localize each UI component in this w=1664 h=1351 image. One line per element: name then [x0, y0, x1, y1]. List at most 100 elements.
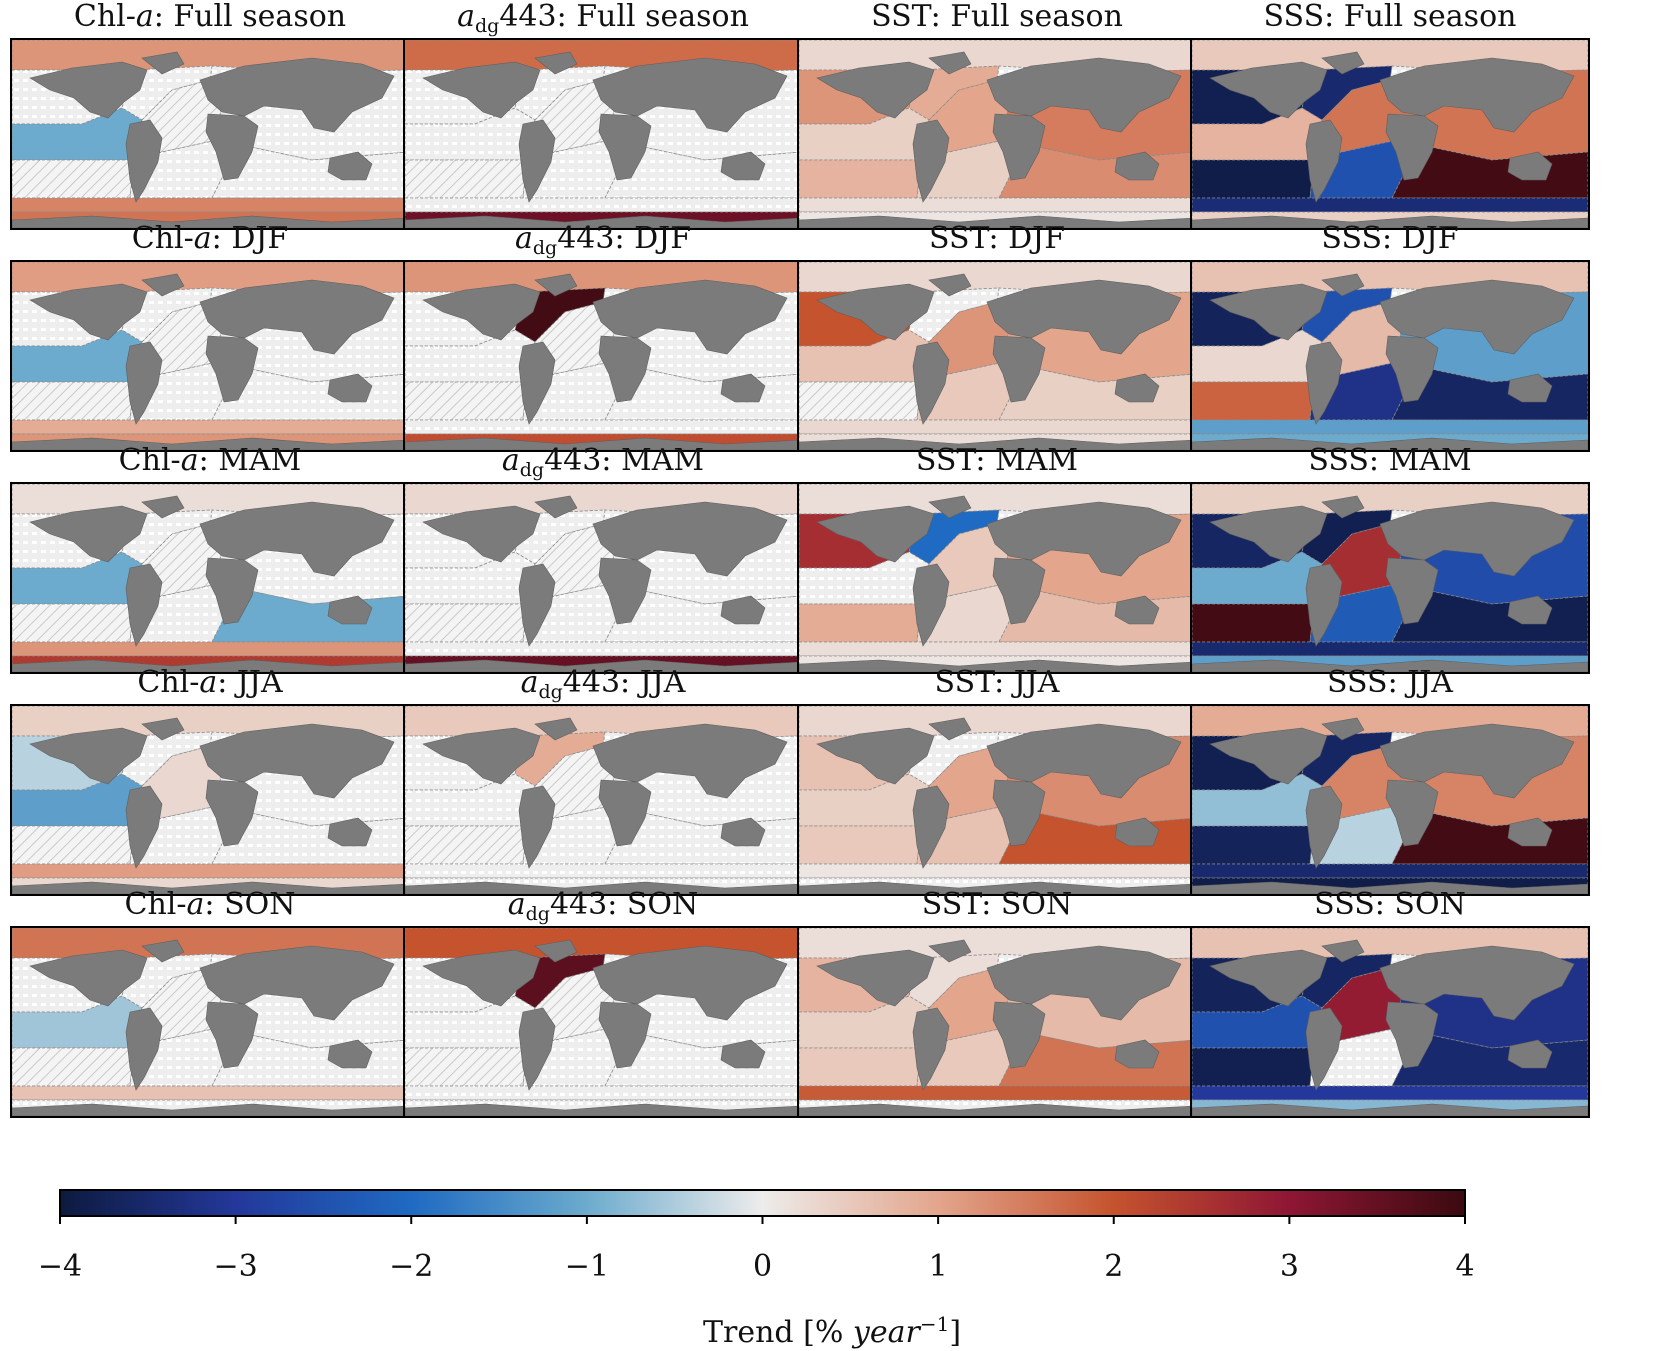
land-mass-0 — [1209, 727, 1328, 785]
land-mass-2 — [518, 119, 556, 203]
ocean-region-natl — [121, 65, 213, 121]
land-mass-4 — [992, 779, 1046, 847]
land-mass-3 — [592, 723, 788, 799]
title-season: : Full season — [1324, 0, 1517, 34]
ocean-region-south — [405, 419, 801, 435]
map-frame — [797, 482, 1197, 674]
land-mass-1 — [1321, 273, 1365, 297]
land-mass-2 — [1305, 119, 1343, 203]
land-mass-0 — [816, 505, 935, 563]
colorbar-tick-label: 1 — [928, 1249, 948, 1284]
land-mass-1 — [141, 273, 185, 297]
land-mass-3 — [592, 945, 788, 1021]
ocean-region-natl — [908, 953, 1000, 1009]
map-panel-chl-jja: Chl-a: JJA — [10, 666, 410, 896]
land-mass-0 — [422, 949, 541, 1007]
title-variable: SSS — [1327, 665, 1388, 700]
land-mass-2 — [125, 785, 163, 869]
panel-title: adg443: DJF — [403, 221, 803, 260]
map-frame — [10, 38, 410, 230]
land-mass-0 — [29, 61, 148, 119]
map-panel-sst-mam: SST: MAM — [797, 444, 1197, 674]
map-panel-adg-jja: adg443: JJA — [403, 666, 803, 896]
title-variable: SST — [915, 443, 976, 478]
map-panel-chl-son: Chl-a: SON — [10, 888, 410, 1118]
title-season: : DJF — [614, 221, 692, 256]
land-mass-0 — [816, 283, 935, 341]
ocean-region-south — [12, 641, 408, 657]
land-mass-0 — [1209, 949, 1328, 1007]
land-mass-6 — [405, 437, 801, 450]
title-season: : DJF — [211, 221, 289, 256]
land-mass-3 — [199, 501, 395, 577]
ocean-region-natl — [1301, 65, 1393, 121]
land-mass-6 — [405, 881, 801, 894]
ocean-region-natl — [514, 731, 606, 787]
land-mass-6 — [799, 215, 1195, 228]
title-variable-italic: a — [180, 443, 199, 478]
map-panel-sst-djf: SST: DJF — [797, 222, 1197, 452]
title-variable-suffix: 443 — [549, 887, 608, 922]
map-frame — [10, 926, 410, 1118]
land-mass-5 — [1114, 595, 1160, 625]
land-mass-4 — [205, 113, 259, 181]
land-mass-4 — [205, 779, 259, 847]
panel-title: Chl-a: Full season — [10, 0, 410, 34]
land-mass-0 — [816, 949, 935, 1007]
title-variable: SST — [921, 887, 982, 922]
ocean-region-south — [12, 197, 408, 213]
title-variable-suffix: 443 — [499, 0, 557, 34]
map-svg — [799, 40, 1195, 228]
land-mass-0 — [29, 505, 148, 563]
title-variable-suffix: 443 — [557, 221, 615, 256]
ocean-region-natl — [121, 953, 213, 1009]
map-frame — [403, 704, 803, 896]
map-svg — [12, 262, 408, 450]
land-mass-2 — [518, 1007, 556, 1091]
land-mass-5 — [1507, 373, 1553, 403]
land-mass-5 — [1114, 373, 1160, 403]
ocean-region-spac — [1192, 1047, 1315, 1087]
title-season: : MAM — [1368, 443, 1472, 478]
panel-title: SSS: SON — [1190, 888, 1590, 922]
map-svg — [405, 40, 801, 228]
ocean-region-spac — [12, 1047, 135, 1087]
panel-title: SSS: DJF — [1190, 222, 1590, 256]
title-variable: Chl- — [137, 665, 200, 700]
land-mass-6 — [1192, 881, 1588, 894]
title-variable: SST — [871, 0, 931, 34]
ocean-region-natl — [1301, 731, 1393, 787]
ocean-region-spac — [799, 381, 922, 421]
title-variable: SST — [934, 665, 995, 700]
land-mass-3 — [1379, 501, 1575, 577]
title-variable-suffix: 443 — [544, 443, 602, 478]
land-mass-1 — [141, 51, 185, 75]
title-variable-subscript: dg — [519, 459, 545, 481]
land-mass-6 — [799, 1103, 1195, 1116]
map-panel-adg-mam: adg443: MAM — [403, 444, 803, 674]
land-mass-2 — [1305, 563, 1343, 647]
ocean-region-south — [405, 1085, 801, 1101]
title-variable: Chl- — [124, 887, 187, 922]
map-svg — [12, 40, 408, 228]
map-svg — [12, 706, 408, 894]
map-panel-sss-jja: SSS: JJA — [1190, 666, 1590, 896]
title-season: : MAM — [198, 443, 302, 478]
map-svg — [1192, 40, 1588, 228]
title-variable: SSS — [1308, 443, 1369, 478]
land-mass-6 — [405, 1103, 801, 1116]
land-mass-0 — [29, 949, 148, 1007]
land-mass-4 — [205, 557, 259, 625]
land-mass-2 — [125, 1007, 163, 1091]
map-svg — [405, 928, 801, 1116]
title-variable: Chl- — [131, 221, 194, 256]
colorbar-gradient — [59, 1189, 1466, 1217]
ocean-region-spac — [799, 603, 922, 643]
map-panel-adg-son: adg443: SON — [403, 888, 803, 1118]
land-mass-5 — [720, 595, 766, 625]
land-mass-5 — [1114, 151, 1160, 181]
panel-title: SST: Full season — [797, 0, 1197, 34]
ocean-region-natl — [1301, 509, 1393, 565]
colorbar-tick-label: −4 — [37, 1249, 83, 1284]
map-svg — [799, 262, 1195, 450]
